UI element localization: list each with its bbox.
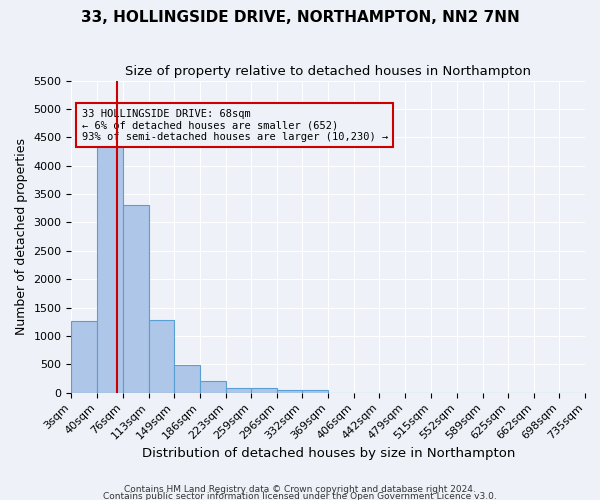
Text: Contains HM Land Registry data © Crown copyright and database right 2024.: Contains HM Land Registry data © Crown c… xyxy=(124,486,476,494)
X-axis label: Distribution of detached houses by size in Northampton: Distribution of detached houses by size … xyxy=(142,447,515,460)
Bar xyxy=(149,320,174,392)
Bar xyxy=(251,388,277,392)
Text: 33 HOLLINGSIDE DRIVE: 68sqm
← 6% of detached houses are smaller (652)
93% of sem: 33 HOLLINGSIDE DRIVE: 68sqm ← 6% of deta… xyxy=(82,108,388,142)
Y-axis label: Number of detached properties: Number of detached properties xyxy=(15,138,28,335)
Bar xyxy=(97,146,122,392)
Bar xyxy=(302,390,328,392)
Bar xyxy=(200,380,226,392)
Text: 33, HOLLINGSIDE DRIVE, NORTHAMPTON, NN2 7NN: 33, HOLLINGSIDE DRIVE, NORTHAMPTON, NN2 … xyxy=(80,10,520,25)
Bar xyxy=(174,365,200,392)
Text: Contains public sector information licensed under the Open Government Licence v3: Contains public sector information licen… xyxy=(103,492,497,500)
Bar xyxy=(122,206,149,392)
Bar xyxy=(277,390,302,392)
Bar xyxy=(71,321,97,392)
Bar xyxy=(226,388,251,392)
Title: Size of property relative to detached houses in Northampton: Size of property relative to detached ho… xyxy=(125,65,531,78)
